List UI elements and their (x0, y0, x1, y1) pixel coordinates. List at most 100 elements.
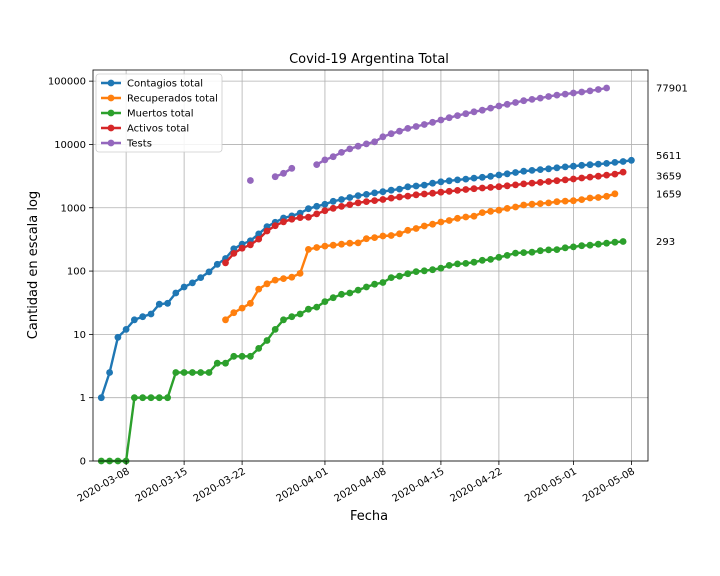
data-point (619, 168, 627, 176)
data-point (189, 369, 196, 376)
data-point (520, 249, 528, 256)
legend-marker (107, 124, 115, 132)
data-point (363, 198, 370, 206)
data-point (205, 268, 213, 276)
data-point (222, 316, 229, 324)
data-point (528, 248, 536, 256)
data-point (445, 187, 453, 195)
legend-label: Muertos total (127, 109, 194, 120)
data-point (619, 238, 627, 245)
data-point (139, 313, 147, 321)
data-point (462, 186, 470, 193)
data-point (180, 369, 188, 376)
data-point (528, 96, 536, 103)
legend-label: Recuperados total (127, 94, 218, 105)
data-point (247, 299, 254, 307)
data-point (561, 197, 569, 205)
data-point (338, 196, 345, 203)
data-point (222, 259, 229, 267)
data-point (512, 169, 519, 176)
data-point (478, 184, 486, 192)
data-point (230, 352, 238, 360)
data-point (570, 243, 577, 251)
data-point (255, 285, 263, 293)
data-point (305, 246, 312, 253)
data-point (570, 162, 577, 170)
data-point (288, 164, 296, 172)
data-point (404, 183, 412, 191)
chart-title: Covid-19 Argentina Total (289, 52, 449, 67)
data-point (528, 167, 536, 174)
data-point (512, 99, 519, 106)
legend-label: Tests (126, 139, 152, 150)
data-point (305, 213, 312, 221)
x-axis: 2020-03-08 2020-03-15 2020-03-22 2020-04-01… (76, 461, 637, 505)
data-point (420, 181, 428, 189)
data-point (213, 260, 221, 268)
y-tick-label: 0 (80, 457, 86, 468)
data-point (180, 283, 188, 291)
data-point (553, 246, 561, 254)
data-point (147, 310, 155, 318)
data-point (429, 220, 436, 228)
data-point (603, 160, 610, 167)
data-point (230, 250, 238, 257)
data-point (387, 186, 395, 194)
data-point (412, 191, 420, 199)
data-point (570, 175, 577, 183)
legend-marker (107, 139, 115, 147)
data-point (520, 167, 528, 175)
y-tick-label: 1 (80, 393, 86, 404)
data-point (495, 206, 503, 214)
data-point (429, 189, 436, 197)
data-point (586, 173, 594, 181)
data-point (487, 207, 494, 215)
data-point (594, 240, 602, 248)
legend-box (95, 73, 223, 153)
legend-marker (107, 79, 115, 87)
data-point (313, 161, 321, 169)
data-point (570, 197, 577, 205)
data-point (445, 262, 453, 269)
data-point (611, 238, 619, 246)
data-point (495, 171, 503, 179)
data-point (363, 140, 370, 148)
data-point (371, 138, 378, 146)
data-point (97, 394, 105, 402)
data-point (470, 185, 478, 193)
data-point (147, 394, 155, 402)
data-point (354, 199, 362, 207)
end-labels: 77901 5611 3659 1659 293 (656, 84, 688, 249)
data-point (512, 181, 519, 189)
y-tick-label: 1000 (61, 203, 86, 214)
data-point (321, 242, 329, 250)
data-point (578, 161, 586, 169)
data-point (387, 130, 395, 138)
data-point (139, 394, 147, 402)
data-point (586, 241, 594, 249)
data-point (528, 179, 536, 187)
data-point (503, 205, 511, 212)
y-tick-label: 10000 (54, 140, 86, 151)
data-point (247, 241, 254, 249)
data-point (396, 230, 403, 238)
data-point (437, 188, 445, 196)
data-point (247, 352, 254, 360)
data-point (280, 169, 287, 177)
plot-area (97, 84, 635, 465)
data-point (255, 345, 263, 352)
data-point (487, 184, 494, 191)
end-value-label: 3659 (656, 172, 681, 183)
data-point (354, 142, 362, 150)
data-point (387, 232, 395, 239)
data-point (462, 260, 470, 267)
x-tick-label: 2020-03-08 (76, 466, 132, 505)
data-point (437, 218, 445, 226)
x-axis-title: Fecha (350, 509, 388, 524)
data-point (470, 108, 478, 116)
data-point (313, 244, 321, 251)
data-point (404, 124, 412, 132)
data-point (205, 369, 213, 376)
data-point (603, 171, 610, 179)
